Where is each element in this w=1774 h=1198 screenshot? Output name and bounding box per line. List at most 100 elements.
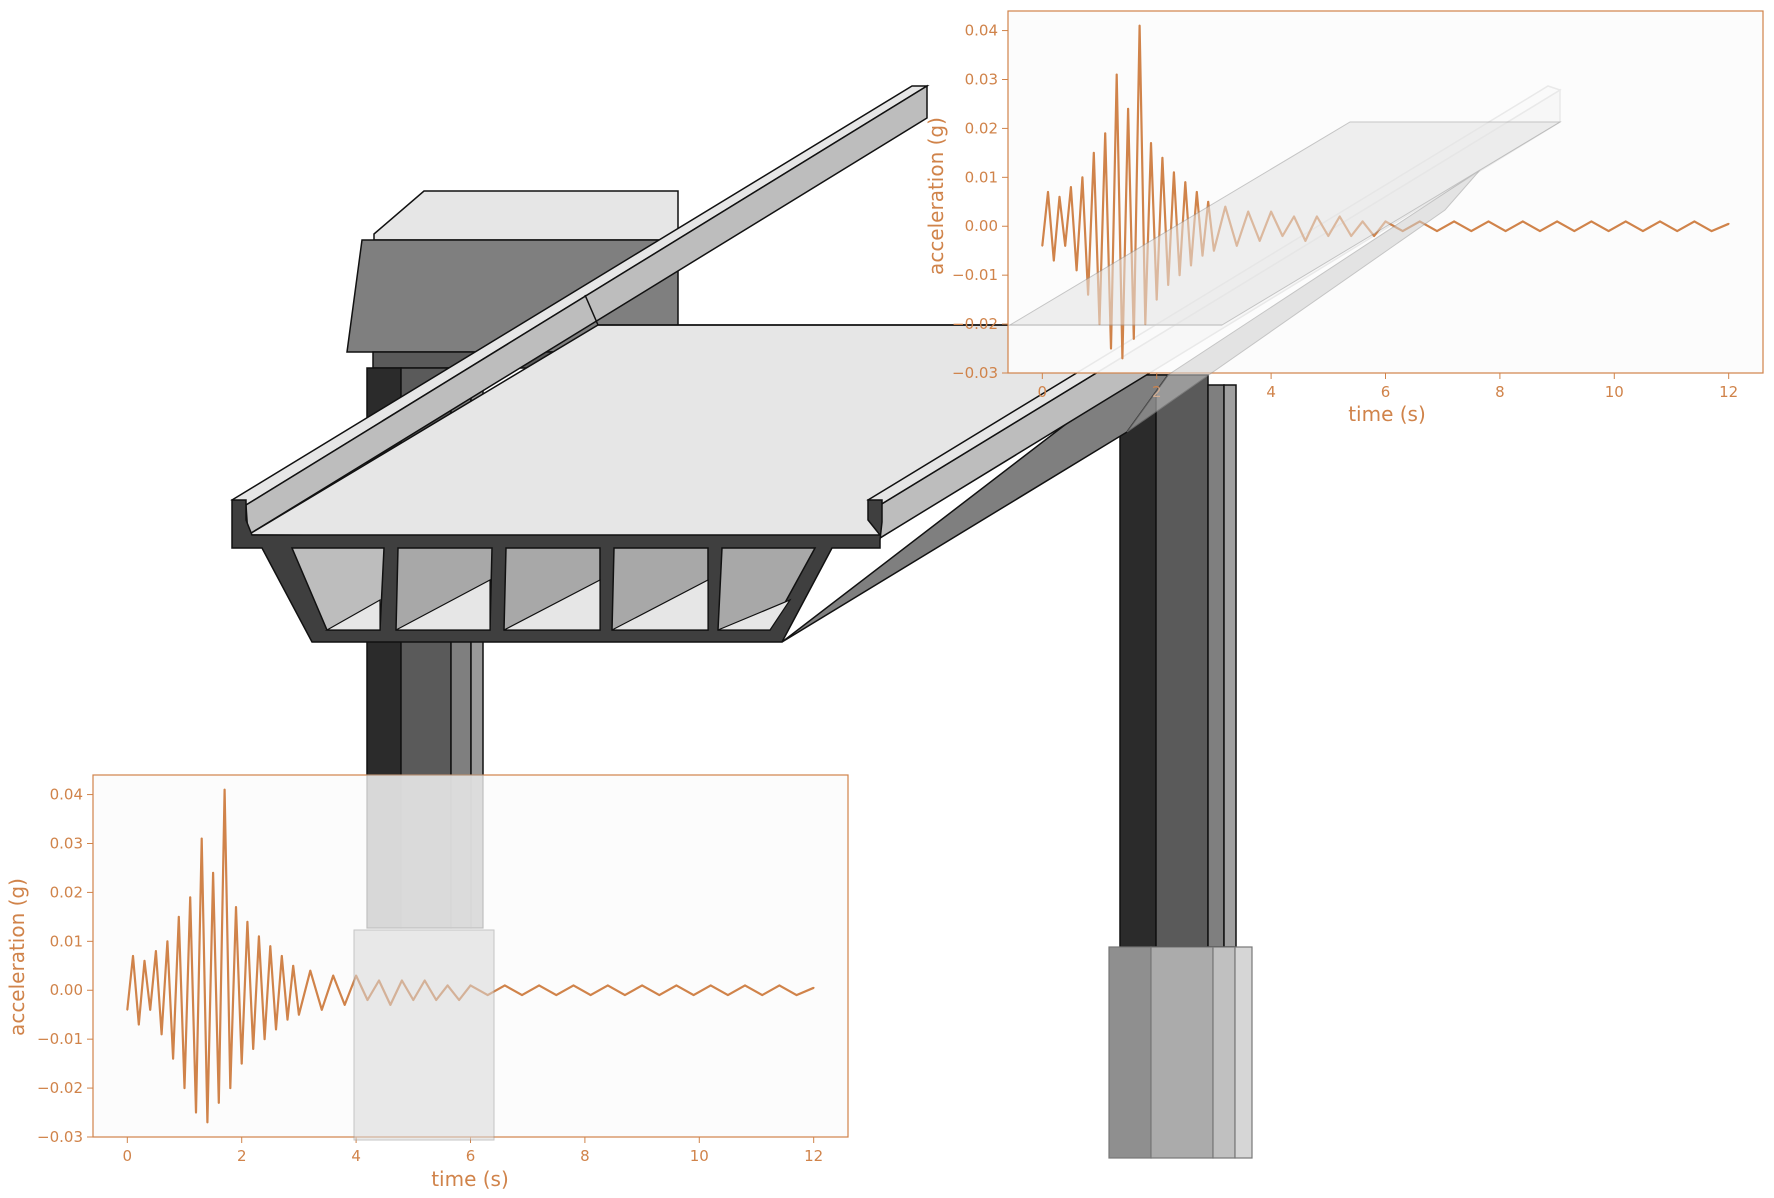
top-chart-xlabel: time (s): [1348, 402, 1426, 426]
top-ytick-label: 0.00: [965, 217, 998, 235]
bottom-ytick-label: −0.03: [37, 1128, 83, 1146]
bottom-data-point: [555, 994, 558, 996]
top-data-point: [1659, 220, 1661, 223]
box-cell-floor: [717, 598, 792, 631]
faded-overlays: [353, 121, 1562, 1141]
top-data-point: [1041, 244, 1044, 247]
bottom-data-point: [143, 960, 146, 962]
bottom-chart-ylabel: acceleration (g): [5, 878, 29, 1036]
top-ytick-label: 0.02: [965, 119, 998, 137]
left-pier-cap-top: [373, 190, 679, 241]
bottom-data-point: [521, 994, 523, 996]
top-data-point: [1058, 196, 1061, 198]
bottom-data-point: [252, 1048, 255, 1050]
bottom-data-point: [572, 984, 575, 987]
right-pier-column-lit: [1223, 384, 1237, 948]
bottom-xtick-label: 8: [580, 1147, 590, 1165]
right-pier-column-face: [1155, 374, 1209, 948]
box-cell-floor: [503, 579, 601, 631]
top-data-point: [1607, 230, 1610, 233]
bottom-data-point: [246, 920, 249, 923]
top-data-point: [1132, 337, 1135, 340]
bottom-data-point: [641, 984, 643, 987]
bottom-ytick-label: 0.01: [50, 932, 83, 950]
bottom-ytick-label: −0.02: [37, 1079, 83, 1097]
top-xtick-label: 0: [1038, 383, 1048, 401]
box-cell-floor: [395, 579, 491, 631]
bottom-data-point: [795, 994, 798, 996]
bottom-xtick-label: 0: [123, 1147, 133, 1165]
bottom-data-point: [692, 994, 695, 996]
bottom-data-point: [503, 984, 506, 987]
top-data-point: [1710, 230, 1713, 233]
top-ytick-label: 0.03: [965, 70, 998, 88]
top-data-point: [1521, 220, 1524, 223]
bottom-data-point: [189, 896, 192, 899]
bottom-data-point: [223, 788, 226, 791]
bottom-xtick-label: 4: [351, 1147, 361, 1165]
box-cell-floor: [324, 598, 381, 631]
faded-left-pier-footing: [353, 929, 495, 1141]
bottom-data-point: [240, 1062, 243, 1065]
box-cell-floor: [611, 579, 709, 631]
deck-cross-section: [231, 499, 883, 643]
top-data-point: [1556, 220, 1558, 223]
top-data-point: [1436, 230, 1438, 233]
top-data-point: [1121, 357, 1124, 360]
bottom-chart-xlabel: time (s): [431, 1167, 509, 1191]
bottom-data-point: [538, 984, 540, 987]
bottom-data-point: [172, 1057, 175, 1060]
bottom-data-point: [280, 955, 283, 957]
bottom-data-point: [320, 1008, 323, 1011]
top-data-point: [1470, 230, 1473, 233]
bottom-data-point: [286, 1018, 289, 1021]
faded-left-pier-column: [366, 774, 484, 929]
top-data-point: [1487, 220, 1490, 223]
bottom-ytick-label: −0.01: [37, 1030, 83, 1048]
top-data-point: [1070, 186, 1072, 189]
bottom-data-point: [309, 969, 312, 972]
top-xtick-label: 10: [1605, 383, 1624, 401]
top-data-point: [1047, 191, 1049, 193]
bottom-data-point: [269, 945, 272, 948]
bottom-data-point: [137, 1023, 140, 1026]
bottom-data-point: [761, 994, 764, 996]
bottom-data-point: [744, 984, 746, 987]
top-xtick-label: 6: [1381, 383, 1391, 401]
bottom-ytick-label: 0.03: [50, 834, 83, 852]
top-data-point: [1092, 152, 1095, 154]
bottom-data-point: [132, 955, 134, 957]
top-xtick-label: 12: [1719, 383, 1738, 401]
top-xtick-label: 4: [1266, 383, 1276, 401]
bottom-data-point: [258, 935, 260, 938]
right-pier-column-side: [1207, 384, 1225, 948]
bottom-data-point: [332, 974, 335, 977]
top-data-point: [1173, 171, 1175, 174]
top-data-point: [1138, 24, 1141, 27]
bottom-data-point: [292, 964, 295, 967]
bottom-data-point: [149, 1008, 152, 1011]
right-pier-footing-side: [1212, 946, 1236, 1159]
top-data-point: [1115, 73, 1118, 76]
bottom-data-point: [166, 940, 169, 943]
top-data-point: [1573, 230, 1576, 233]
top-ytick-label: −0.03: [952, 364, 998, 382]
top-data-point: [1539, 230, 1541, 233]
bottom-xtick-label: 6: [466, 1147, 476, 1165]
bottom-data-point: [606, 984, 609, 987]
top-ytick-label: 0.01: [965, 168, 998, 186]
bottom-data-point: [343, 1004, 346, 1006]
top-data-point: [1453, 220, 1455, 223]
bottom-xtick-label: 10: [690, 1147, 709, 1165]
bottom-data-point: [217, 1101, 220, 1104]
bottom-data-point: [624, 994, 626, 996]
top-data-point: [1504, 230, 1507, 233]
bottom-data-point: [812, 986, 815, 989]
bottom-data-point: [658, 994, 661, 996]
top-data-point: [1642, 230, 1644, 233]
top-data-point: [1110, 347, 1112, 350]
bottom-data-point: [589, 994, 592, 996]
bottom-data-point: [200, 837, 203, 840]
bottom-data-point: [195, 1111, 197, 1114]
right-pier-footing-edge: [1108, 946, 1152, 1159]
